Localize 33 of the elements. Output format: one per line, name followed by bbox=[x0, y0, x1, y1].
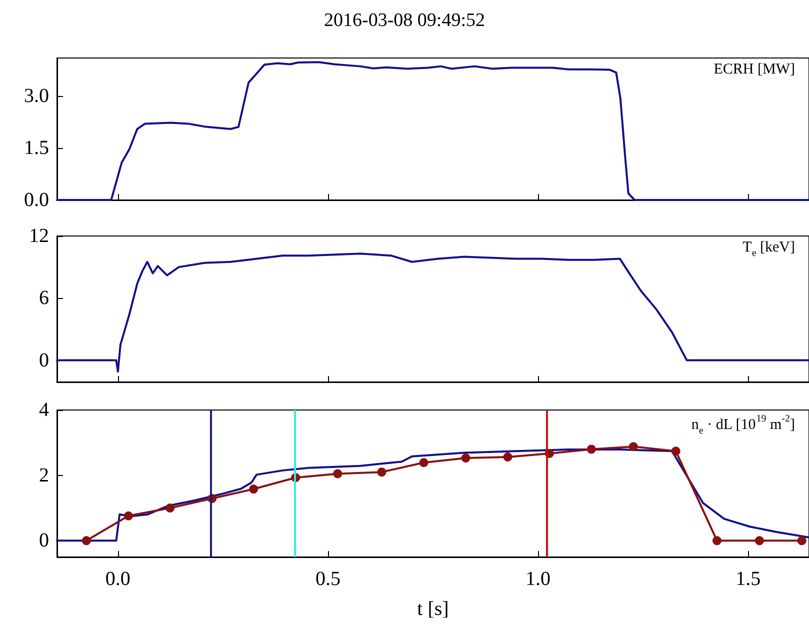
y-tick-label: 0 bbox=[39, 349, 49, 372]
point bbox=[671, 446, 680, 456]
line-series bbox=[56, 252, 809, 373]
point bbox=[249, 484, 258, 494]
x-tick-label: 1.5 bbox=[736, 568, 761, 590]
point bbox=[333, 469, 342, 478]
point bbox=[419, 458, 428, 468]
y-tick-label: 0.0 bbox=[24, 189, 49, 211]
point bbox=[797, 536, 806, 546]
x-tick-label: 0.0 bbox=[105, 568, 130, 590]
point bbox=[124, 511, 133, 520]
point bbox=[628, 442, 638, 452]
point bbox=[586, 444, 596, 454]
point bbox=[754, 536, 764, 546]
y-tick-label: 4 bbox=[39, 399, 49, 421]
point bbox=[377, 468, 386, 477]
line-series bbox=[56, 61, 809, 201]
point bbox=[461, 454, 470, 463]
x-axis-title: t [s] bbox=[417, 598, 449, 620]
y-axis-title: ECRH [MW] bbox=[714, 62, 796, 78]
y-tick-label: 12 bbox=[29, 225, 49, 247]
point bbox=[503, 452, 512, 462]
y-tick-label: 3.0 bbox=[24, 85, 49, 108]
y-tick-label: 1.5 bbox=[24, 137, 49, 160]
y-tick-label: 6 bbox=[39, 287, 49, 310]
x-tick-label: 1.0 bbox=[526, 568, 551, 590]
x-tick-label: 0.5 bbox=[315, 568, 340, 590]
point bbox=[712, 536, 722, 546]
y-tick-label: 0 bbox=[39, 530, 49, 552]
point bbox=[166, 504, 175, 512]
y-tick-label: 2 bbox=[39, 464, 49, 486]
chart-title: 2016-03-08 09:49:52 bbox=[324, 10, 485, 31]
point bbox=[82, 536, 91, 546]
